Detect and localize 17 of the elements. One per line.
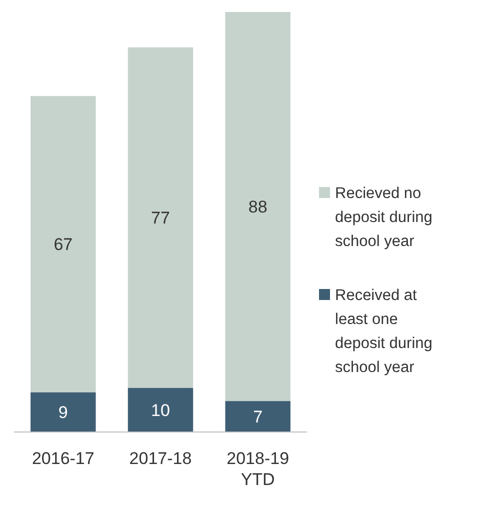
bar xyxy=(30,392,96,432)
data-label: 67 xyxy=(54,235,73,254)
bar xyxy=(30,96,96,392)
x-tick-label: 2016-17 xyxy=(32,449,94,468)
data-label: 77 xyxy=(151,208,170,228)
data-label: 7 xyxy=(253,407,263,426)
legend-label: Received at least one deposit during school year xyxy=(335,287,432,376)
data-label: 9 xyxy=(58,403,68,422)
bar xyxy=(128,47,194,388)
bar xyxy=(225,401,290,432)
data-label: 88 xyxy=(248,197,268,216)
legend-label: Recieved no deposit during school year xyxy=(335,185,432,250)
bar xyxy=(128,388,194,432)
bar xyxy=(225,12,290,402)
x-tick-label: 2017-18 xyxy=(129,449,192,468)
data-label: 10 xyxy=(151,400,170,420)
x-tick-label: 2018-19 YTD xyxy=(226,449,290,489)
